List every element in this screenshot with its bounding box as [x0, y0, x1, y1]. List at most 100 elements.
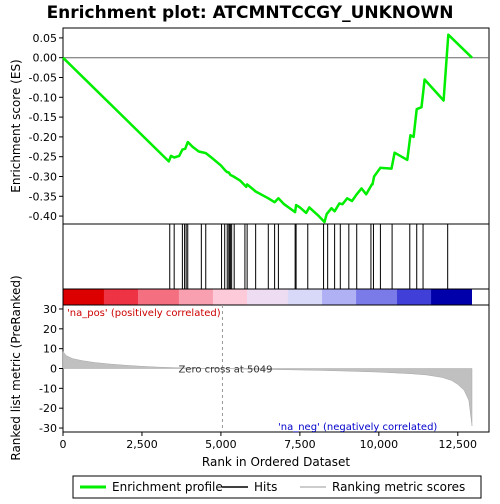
es-y-tick-label: 0.05 — [33, 32, 58, 45]
colorbar-segment — [192, 289, 200, 305]
colorbar-segment — [199, 289, 207, 305]
es-y-tick-label: -0.40 — [29, 210, 57, 223]
colorbar-segment — [137, 289, 146, 305]
colorbar-segment — [226, 289, 235, 305]
metric-y-axis-label: Ranked list metric (PreRanked) — [9, 275, 23, 460]
legend-box — [72, 475, 482, 499]
metric-y-tick-label: 30 — [43, 303, 57, 316]
es-y-tick-label: 0.00 — [33, 52, 58, 65]
colorbar-segment — [383, 289, 391, 305]
es-y-axis-label: Enrichment score (ES) — [9, 59, 23, 192]
colorbar-segment — [90, 289, 98, 305]
colorbar-segment — [444, 289, 453, 305]
colorbar-segment — [417, 289, 425, 305]
colorbar-segment — [206, 289, 214, 305]
metric-y-tick-label: 10 — [43, 343, 57, 356]
zero-cross-label: Zero cross at 5049 — [178, 365, 272, 376]
colorbar-segment — [158, 289, 166, 305]
metric-y-tick-label: 20 — [43, 323, 57, 336]
legend-label: Enrichment profile — [112, 480, 223, 494]
colorbar-segment — [294, 289, 303, 305]
colorbar-segment — [308, 289, 316, 305]
negative-correlation-label: 'na_neg' (negatively correlated) — [278, 422, 437, 433]
es-y-tick-label: -0.35 — [29, 190, 57, 203]
colorbar-segment — [465, 289, 473, 305]
x-axis-label: Rank in Ordered Dataset — [202, 455, 350, 469]
colorbar-segment — [369, 289, 378, 305]
colorbar-segment — [233, 289, 241, 305]
es-y-tick-label: -0.30 — [29, 170, 57, 183]
es-y-tick-label: -0.10 — [29, 91, 57, 104]
es-y-axis: 0.05 0.00 -0.05 -0.10 -0.15 -0.20 -0.25 -0.30 -0… — [29, 32, 63, 223]
x-tick-label: 7,500 — [284, 438, 316, 451]
colorbar-segment — [219, 289, 228, 305]
legend: Enrichment profile Hits Ranking metric sco… — [80, 480, 465, 494]
colorbar-segment — [260, 289, 269, 305]
metric-y-tick-label: 0 — [50, 363, 57, 376]
colorbar-segment — [342, 289, 350, 305]
colorbar-segment — [247, 289, 255, 305]
x-tick-label: 0 — [60, 438, 67, 451]
es-y-tick-label: -0.25 — [29, 151, 57, 164]
colorbar-segment — [185, 289, 194, 305]
hit-markers — [169, 224, 449, 289]
colorbar-segment — [390, 289, 398, 305]
colorbar-segment — [69, 289, 78, 305]
colorbar-segment — [424, 289, 432, 305]
colorbar-segment — [103, 289, 112, 305]
es-y-tick-label: -0.05 — [29, 71, 57, 84]
x-tick-label: 10,000 — [360, 438, 399, 451]
positive-correlation-label: 'na_pos' (positively correlated) — [67, 308, 221, 319]
colorbar-segment — [437, 289, 446, 305]
metric-y-tick-label: -20 — [39, 402, 57, 415]
es-y-tick-label: -0.15 — [29, 111, 57, 124]
ranking-colorbar — [63, 289, 489, 305]
colorbar-segment — [431, 289, 439, 305]
x-tick-label: 12,500 — [439, 438, 478, 451]
colorbar-segment — [328, 289, 337, 305]
enrichment-profile-line — [62, 33, 473, 224]
colorbar-segment — [301, 289, 309, 305]
colorbar-segment — [376, 289, 384, 305]
es-y-tick-label: -0.20 — [29, 131, 57, 144]
metric-y-tick-label: -10 — [39, 382, 57, 395]
colorbar-segment — [397, 289, 405, 305]
colorbar-segment — [315, 289, 323, 305]
colorbar-segment — [165, 289, 173, 305]
colorbar-tail — [472, 289, 489, 305]
colorbar-segment — [131, 289, 139, 305]
hits-panel-frame — [62, 223, 490, 290]
colorbar-segment — [151, 289, 160, 305]
metric-x-axis: 0 2,500 5,000 7,500 10,000 12,500 — [60, 432, 478, 451]
colorbar-segment — [83, 289, 91, 305]
colorbar-segment — [322, 289, 330, 305]
legend-label: Ranking metric scores — [332, 480, 465, 494]
colorbar-segment — [274, 289, 282, 305]
colorbar-segment — [124, 289, 132, 305]
colorbar-segment — [253, 289, 262, 305]
colorbar-segment — [172, 289, 180, 305]
colorbar-segment — [403, 289, 412, 305]
colorbar-segment — [281, 289, 289, 305]
colorbar-segment — [349, 289, 357, 305]
colorbar-segment — [287, 289, 296, 305]
colorbar-segment — [240, 289, 248, 305]
ranking-metric-area — [62, 350, 473, 427]
colorbar-segment — [178, 289, 187, 305]
colorbar-segment — [97, 289, 105, 305]
colorbar-segment — [451, 289, 459, 305]
colorbar-segment — [117, 289, 125, 305]
x-tick-label: 5,000 — [205, 438, 237, 451]
x-tick-label: 2,500 — [126, 438, 158, 451]
colorbar-segment — [144, 289, 153, 305]
colorbar-segment — [362, 289, 371, 305]
metric-y-tick-label: -30 — [39, 422, 57, 435]
colorbar-segment — [76, 289, 85, 305]
ranking-metric-fill — [62, 350, 473, 427]
colorbar-segment — [335, 289, 344, 305]
legend-label: Hits — [254, 480, 277, 494]
enrichment-profile-path — [62, 33, 473, 224]
chart-title: Enrichment plot: ATCMNTCCGY_UNKNOWN — [47, 3, 454, 23]
